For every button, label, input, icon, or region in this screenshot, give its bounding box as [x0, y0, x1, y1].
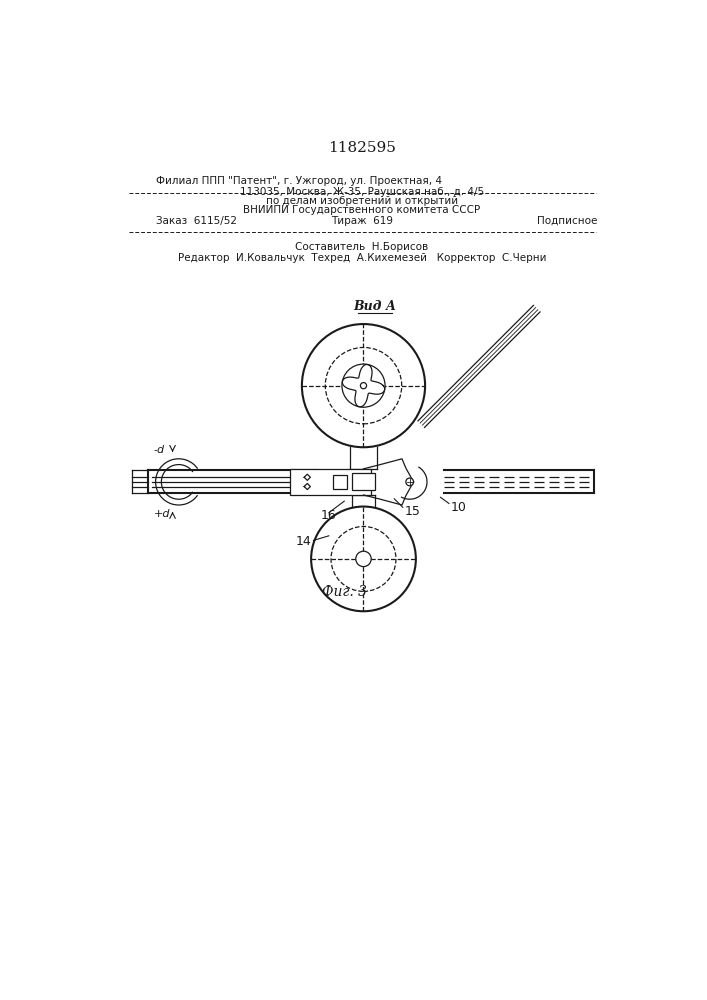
- Text: 15: 15: [404, 505, 420, 518]
- Circle shape: [356, 551, 371, 567]
- Circle shape: [342, 364, 385, 407]
- Circle shape: [302, 324, 425, 447]
- Text: Филиал ППП "Патент", г. Ужгород, ул. Проектная, 4: Филиал ППП "Патент", г. Ужгород, ул. Про…: [156, 176, 442, 186]
- Text: 14: 14: [296, 535, 312, 548]
- Bar: [352, 473, 375, 490]
- Bar: [334, 475, 347, 489]
- Text: Тираж  619: Тираж 619: [331, 216, 393, 226]
- Text: 10: 10: [450, 501, 467, 514]
- Text: Заказ  6115/52: Заказ 6115/52: [156, 216, 237, 226]
- Text: Вид А: Вид А: [354, 300, 397, 312]
- Text: Фиг. 3: Фиг. 3: [322, 585, 367, 599]
- Bar: [291, 469, 371, 495]
- Text: +d: +d: [153, 509, 170, 519]
- Text: ВНИИПИ Государственного комитета СССР: ВНИИПИ Государственного комитета СССР: [243, 205, 481, 215]
- Text: 113035, Москва, Ж-35, Раушская наб., д. 4/5: 113035, Москва, Ж-35, Раушская наб., д. …: [240, 187, 484, 197]
- Circle shape: [406, 478, 414, 486]
- Text: по делам изобретений и открытий: по делам изобретений и открытий: [266, 196, 458, 206]
- Text: -d: -d: [154, 445, 165, 455]
- Text: 16: 16: [321, 509, 337, 522]
- Circle shape: [361, 383, 366, 389]
- Text: Составитель  Н.Борисов: Составитель Н.Борисов: [296, 242, 428, 252]
- Text: Редактор  И.Ковальчук  Техред  А.Кихемезей   Корректор  С.Черни: Редактор И.Ковальчук Техред А.Кихемезей …: [177, 253, 547, 263]
- Text: Подписное: Подписное: [537, 216, 597, 226]
- Circle shape: [311, 507, 416, 611]
- Text: 1182595: 1182595: [328, 141, 396, 155]
